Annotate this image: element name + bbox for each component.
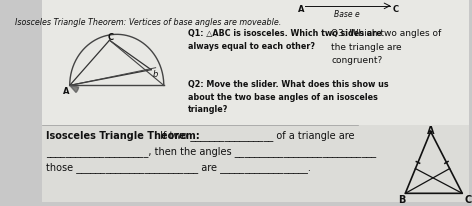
Text: b: b xyxy=(153,69,158,78)
Text: those _________________________ are __________________.: those _________________________ are ____… xyxy=(46,161,311,172)
Text: Isosceles Triangle Theorem:: Isosceles Triangle Theorem: xyxy=(46,130,200,140)
Text: A: A xyxy=(298,5,304,14)
FancyBboxPatch shape xyxy=(42,0,469,202)
Text: A: A xyxy=(63,87,70,96)
Text: A: A xyxy=(427,125,434,135)
Text: Q2: Move the slider. What does this show us
about the two base angles of an isos: Q2: Move the slider. What does this show… xyxy=(188,80,389,114)
Text: Q3: Which two angles of
the triangle are
congruent?: Q3: Which two angles of the triangle are… xyxy=(331,29,441,64)
Text: Isosceles Triangle Theorem: Vertices of base angles are moveable.: Isosceles Triangle Theorem: Vertices of … xyxy=(15,18,281,27)
Text: Base e: Base e xyxy=(334,10,359,19)
FancyBboxPatch shape xyxy=(42,125,469,202)
Text: B: B xyxy=(398,194,405,204)
Wedge shape xyxy=(70,86,79,93)
Text: Q1: △ABC is isosceles. Which two sides are
always equal to each other?: Q1: △ABC is isosceles. Which two sides a… xyxy=(188,29,382,51)
Text: If two _________________ of a triangle are: If two _________________ of a triangle a… xyxy=(157,130,354,141)
Text: C: C xyxy=(108,33,114,42)
Text: C: C xyxy=(393,5,399,14)
Text: _____________________, then the angles _____________________________: _____________________, then the angles _… xyxy=(46,145,376,156)
Text: C: C xyxy=(464,194,472,204)
